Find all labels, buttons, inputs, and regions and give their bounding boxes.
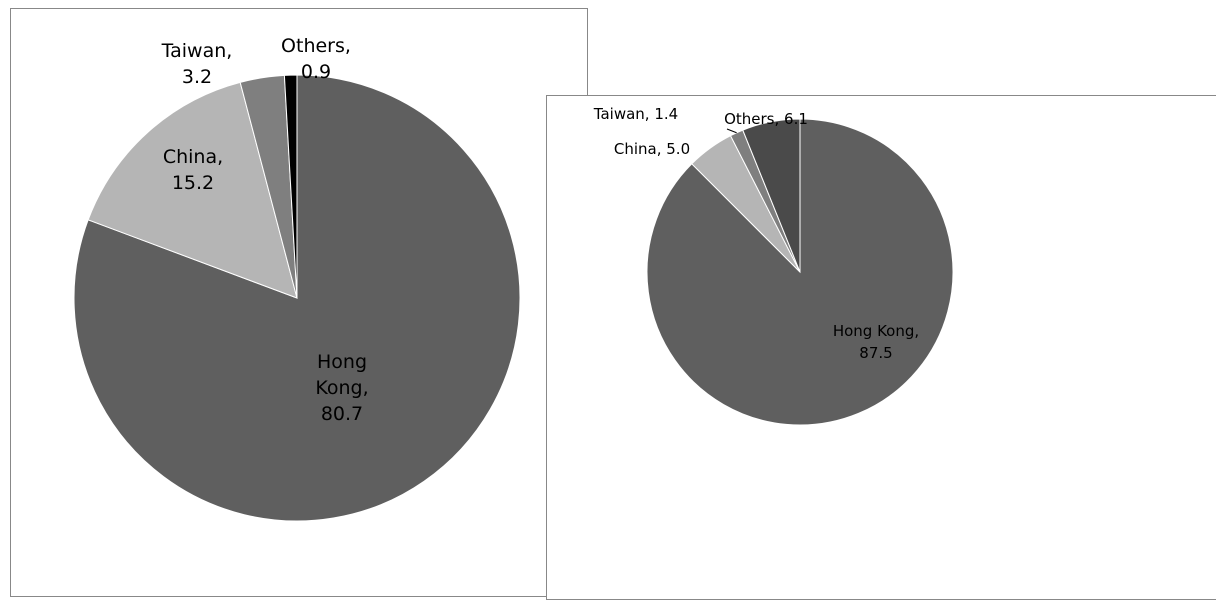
data-label-others: Others, 6.1 [724, 110, 808, 128]
data-label-china: China, 15.2 [163, 146, 223, 194]
pie-slice-china [87, 81, 298, 299]
leader-line [726, 128, 737, 134]
data-label-taiwan: Taiwan, 1.4 [593, 105, 678, 123]
data-label-hong-kong: Hong Kong, 80.7 [315, 351, 368, 425]
pie-slice-others [283, 74, 298, 299]
data-label-taiwan: Taiwan, 3.2 [161, 40, 233, 88]
pie-slice-others [742, 118, 801, 273]
data-label-hong-kong: Hong Kong, 87.5 [833, 322, 919, 362]
data-label-china: China, 5.0 [614, 140, 690, 158]
data-label-others: Others, 0.9 [281, 35, 351, 83]
